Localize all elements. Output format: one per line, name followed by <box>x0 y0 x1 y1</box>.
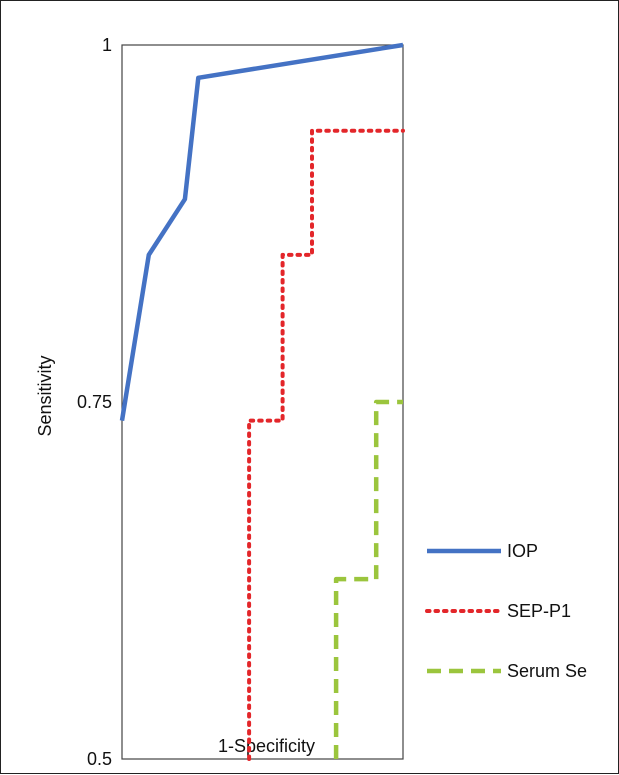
legend-label: SEP-P1 <box>507 601 571 621</box>
y-tick-label: 0.5 <box>87 749 112 769</box>
plot-area <box>121 44 404 760</box>
series-line-serum-se <box>333 399 403 759</box>
series-line-iop <box>119 42 404 421</box>
y-axis-title: Sensitivity <box>35 355 55 436</box>
y-tick-label: 1 <box>102 35 112 55</box>
x-axis-title: 1-Specificity <box>218 736 315 756</box>
legend-label: IOP <box>507 541 538 561</box>
y-tick-labels: 0.5 0.75 1 <box>77 35 112 769</box>
series-line-sep-p1 <box>247 128 405 761</box>
legend-label: Serum Se <box>507 661 587 681</box>
legend: IOP SEP-P1 Serum Se <box>425 541 587 681</box>
y-tick-label: 0.75 <box>77 392 112 412</box>
series-lines <box>119 42 405 761</box>
